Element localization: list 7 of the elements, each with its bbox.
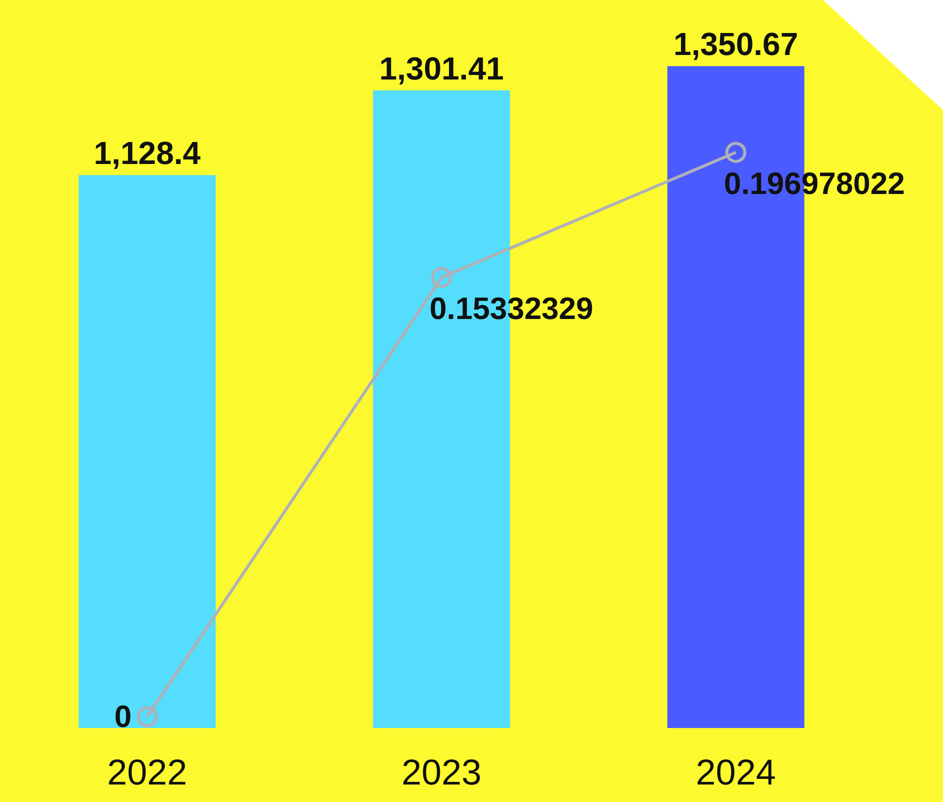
x-tick-label: 2023 [401, 752, 482, 792]
data-label: 0 [114, 699, 132, 734]
x-tick-label: 2024 [696, 752, 776, 792]
data-label: 1,350.67 [674, 26, 798, 62]
x-tick-label: 2022 [107, 752, 188, 792]
data-label: 1,128.4 [94, 135, 201, 172]
data-label: 1,301.41 [379, 50, 504, 86]
